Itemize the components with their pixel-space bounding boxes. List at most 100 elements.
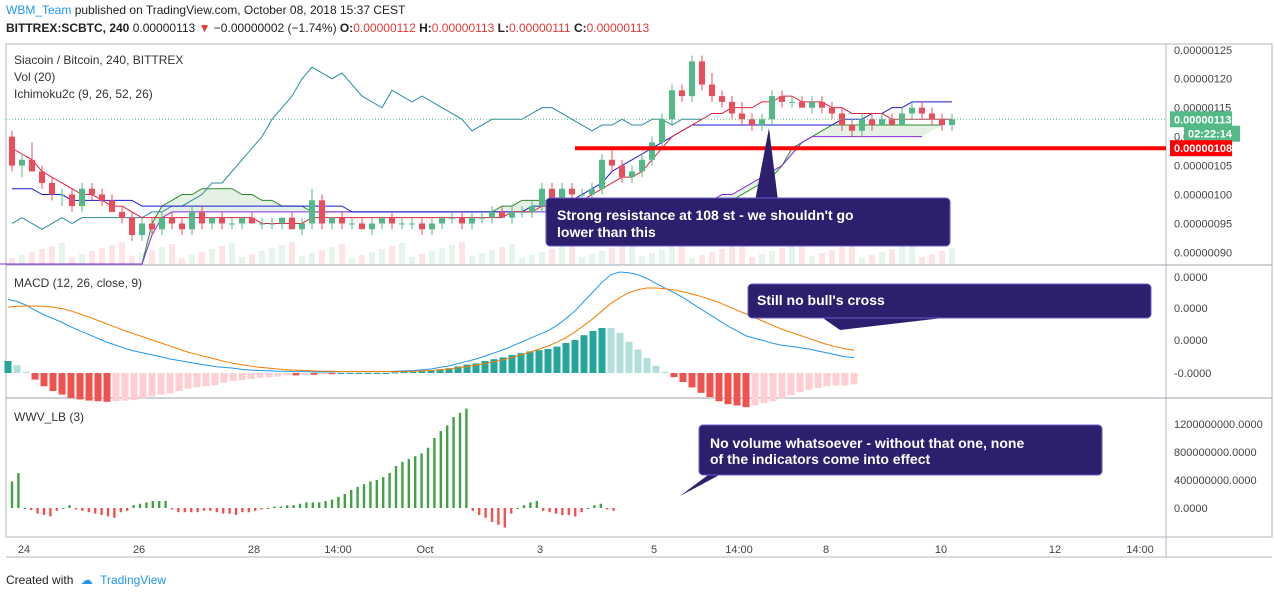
- tradingview-link[interactable]: TradingView: [100, 573, 167, 587]
- volume-bar: [199, 252, 205, 264]
- macd-histogram-bar: [193, 373, 201, 388]
- candle-body: [589, 188, 595, 195]
- macd-histogram-bar: [778, 373, 786, 399]
- macd-histogram-bar: [841, 373, 849, 386]
- volume-bar: [859, 258, 865, 264]
- open-value: 0.00000112: [353, 21, 416, 35]
- volume-bar: [589, 254, 595, 264]
- volume-callout-text-line2: of the indicators come into effect: [710, 451, 930, 467]
- wwv-bar: [542, 508, 545, 511]
- volume-bar: [469, 256, 475, 264]
- resistance-callout-text-line2: lower than this: [557, 224, 656, 240]
- candle-body: [129, 217, 135, 236]
- time-tick-label: Oct: [416, 544, 433, 556]
- volume-bar: [9, 258, 15, 264]
- resistance-callout-text: Strong resistance at 108 st - we shouldn…: [557, 207, 854, 223]
- wwv-bar: [433, 438, 436, 508]
- candle-body: [569, 188, 575, 195]
- time-tick-label: 5: [651, 544, 657, 556]
- wwv-bar: [606, 508, 609, 510]
- candle-body: [529, 206, 535, 212]
- tradingview-logo-icon[interactable]: ☁: [80, 573, 93, 587]
- candle-body: [289, 217, 295, 230]
- candle-body: [59, 194, 65, 196]
- wwv-bar: [497, 508, 500, 525]
- wwv-bar: [62, 508, 65, 509]
- volume-bar: [599, 251, 605, 264]
- time-tick-label: 10: [935, 544, 947, 556]
- wwv-bar: [190, 508, 193, 513]
- candle-body: [329, 217, 335, 224]
- high-label: H:: [419, 21, 432, 35]
- volume-bar: [549, 249, 555, 264]
- volume-bar: [219, 246, 225, 264]
- macd-histogram-bar: [274, 373, 282, 377]
- macd-histogram-bar: [796, 373, 804, 393]
- wwv-tick-label: 0.0000: [1174, 503, 1208, 515]
- macd-histogram-bar: [382, 373, 390, 374]
- price-tag: [1170, 140, 1232, 157]
- wwv-pane-title: WWV_LB (3): [14, 410, 84, 424]
- candle-body: [639, 159, 645, 172]
- macd-histogram-bar: [49, 373, 57, 391]
- candle-body: [199, 211, 205, 224]
- candle-body: [649, 142, 655, 160]
- candle-body: [699, 61, 705, 85]
- wwv-bar: [561, 508, 564, 515]
- callout-pointer: [755, 128, 778, 201]
- volume-bar: [109, 245, 115, 264]
- candle-body: [859, 119, 865, 131]
- volume-bar: [139, 253, 145, 264]
- wwv-bar: [42, 508, 46, 515]
- macd-histogram-bar: [814, 373, 822, 388]
- macd-histogram-bar: [94, 373, 102, 402]
- macd-histogram-bar: [850, 373, 858, 385]
- macd-histogram-bar: [292, 373, 300, 376]
- volume-bar: [169, 244, 175, 264]
- macd-histogram-bar: [535, 350, 543, 373]
- macd-histogram-bar: [211, 373, 219, 385]
- macd-histogram-bar: [688, 373, 696, 388]
- candle-body: [779, 96, 785, 102]
- candle-body: [279, 217, 285, 224]
- candle-body: [189, 211, 195, 230]
- macd-histogram-bar: [625, 341, 633, 373]
- wwv-bar: [330, 499, 334, 508]
- created-with-text: Created with: [6, 573, 74, 587]
- volume-bar: [429, 251, 435, 264]
- volume-bar: [489, 250, 495, 264]
- candle-body: [39, 171, 45, 183]
- wwv-bar: [132, 505, 135, 508]
- ichimoku-legend: Ichimoku2c (9, 26, 52, 26): [14, 87, 153, 101]
- macd-histogram-bar: [427, 370, 435, 373]
- candle-body: [939, 119, 945, 126]
- wwv-bar: [279, 506, 282, 508]
- candle-body: [179, 223, 185, 230]
- macd-histogram-bar: [247, 373, 255, 379]
- wwv-bar: [420, 453, 423, 508]
- volume-bar: [349, 258, 355, 264]
- macd-histogram-bar: [103, 373, 111, 402]
- author-link[interactable]: WBM_Team: [6, 3, 72, 17]
- wwv-tick-label: 1200000000.0000: [1174, 419, 1263, 431]
- candle-body: [459, 217, 465, 224]
- volume-bar: [579, 257, 585, 264]
- macd-histogram-bar: [706, 373, 714, 397]
- macd-histogram-bar: [679, 373, 687, 382]
- time-tick-label: 14:00: [725, 544, 753, 556]
- volume-callout: [698, 424, 1103, 476]
- macd-histogram-bar: [742, 373, 750, 408]
- time-tick-label: 14:00: [324, 544, 352, 556]
- candle-body: [339, 217, 345, 224]
- volume-bar: [59, 243, 65, 264]
- volume-bar: [449, 245, 455, 264]
- wwv-bar: [158, 501, 161, 508]
- volume-bar: [309, 253, 315, 264]
- wwv-bar: [490, 508, 494, 522]
- volume-bar: [819, 253, 825, 264]
- low-value: 0.00000111: [508, 21, 571, 35]
- wwv-bar: [177, 508, 180, 513]
- candle-body: [419, 223, 425, 230]
- candle-body: [269, 223, 275, 225]
